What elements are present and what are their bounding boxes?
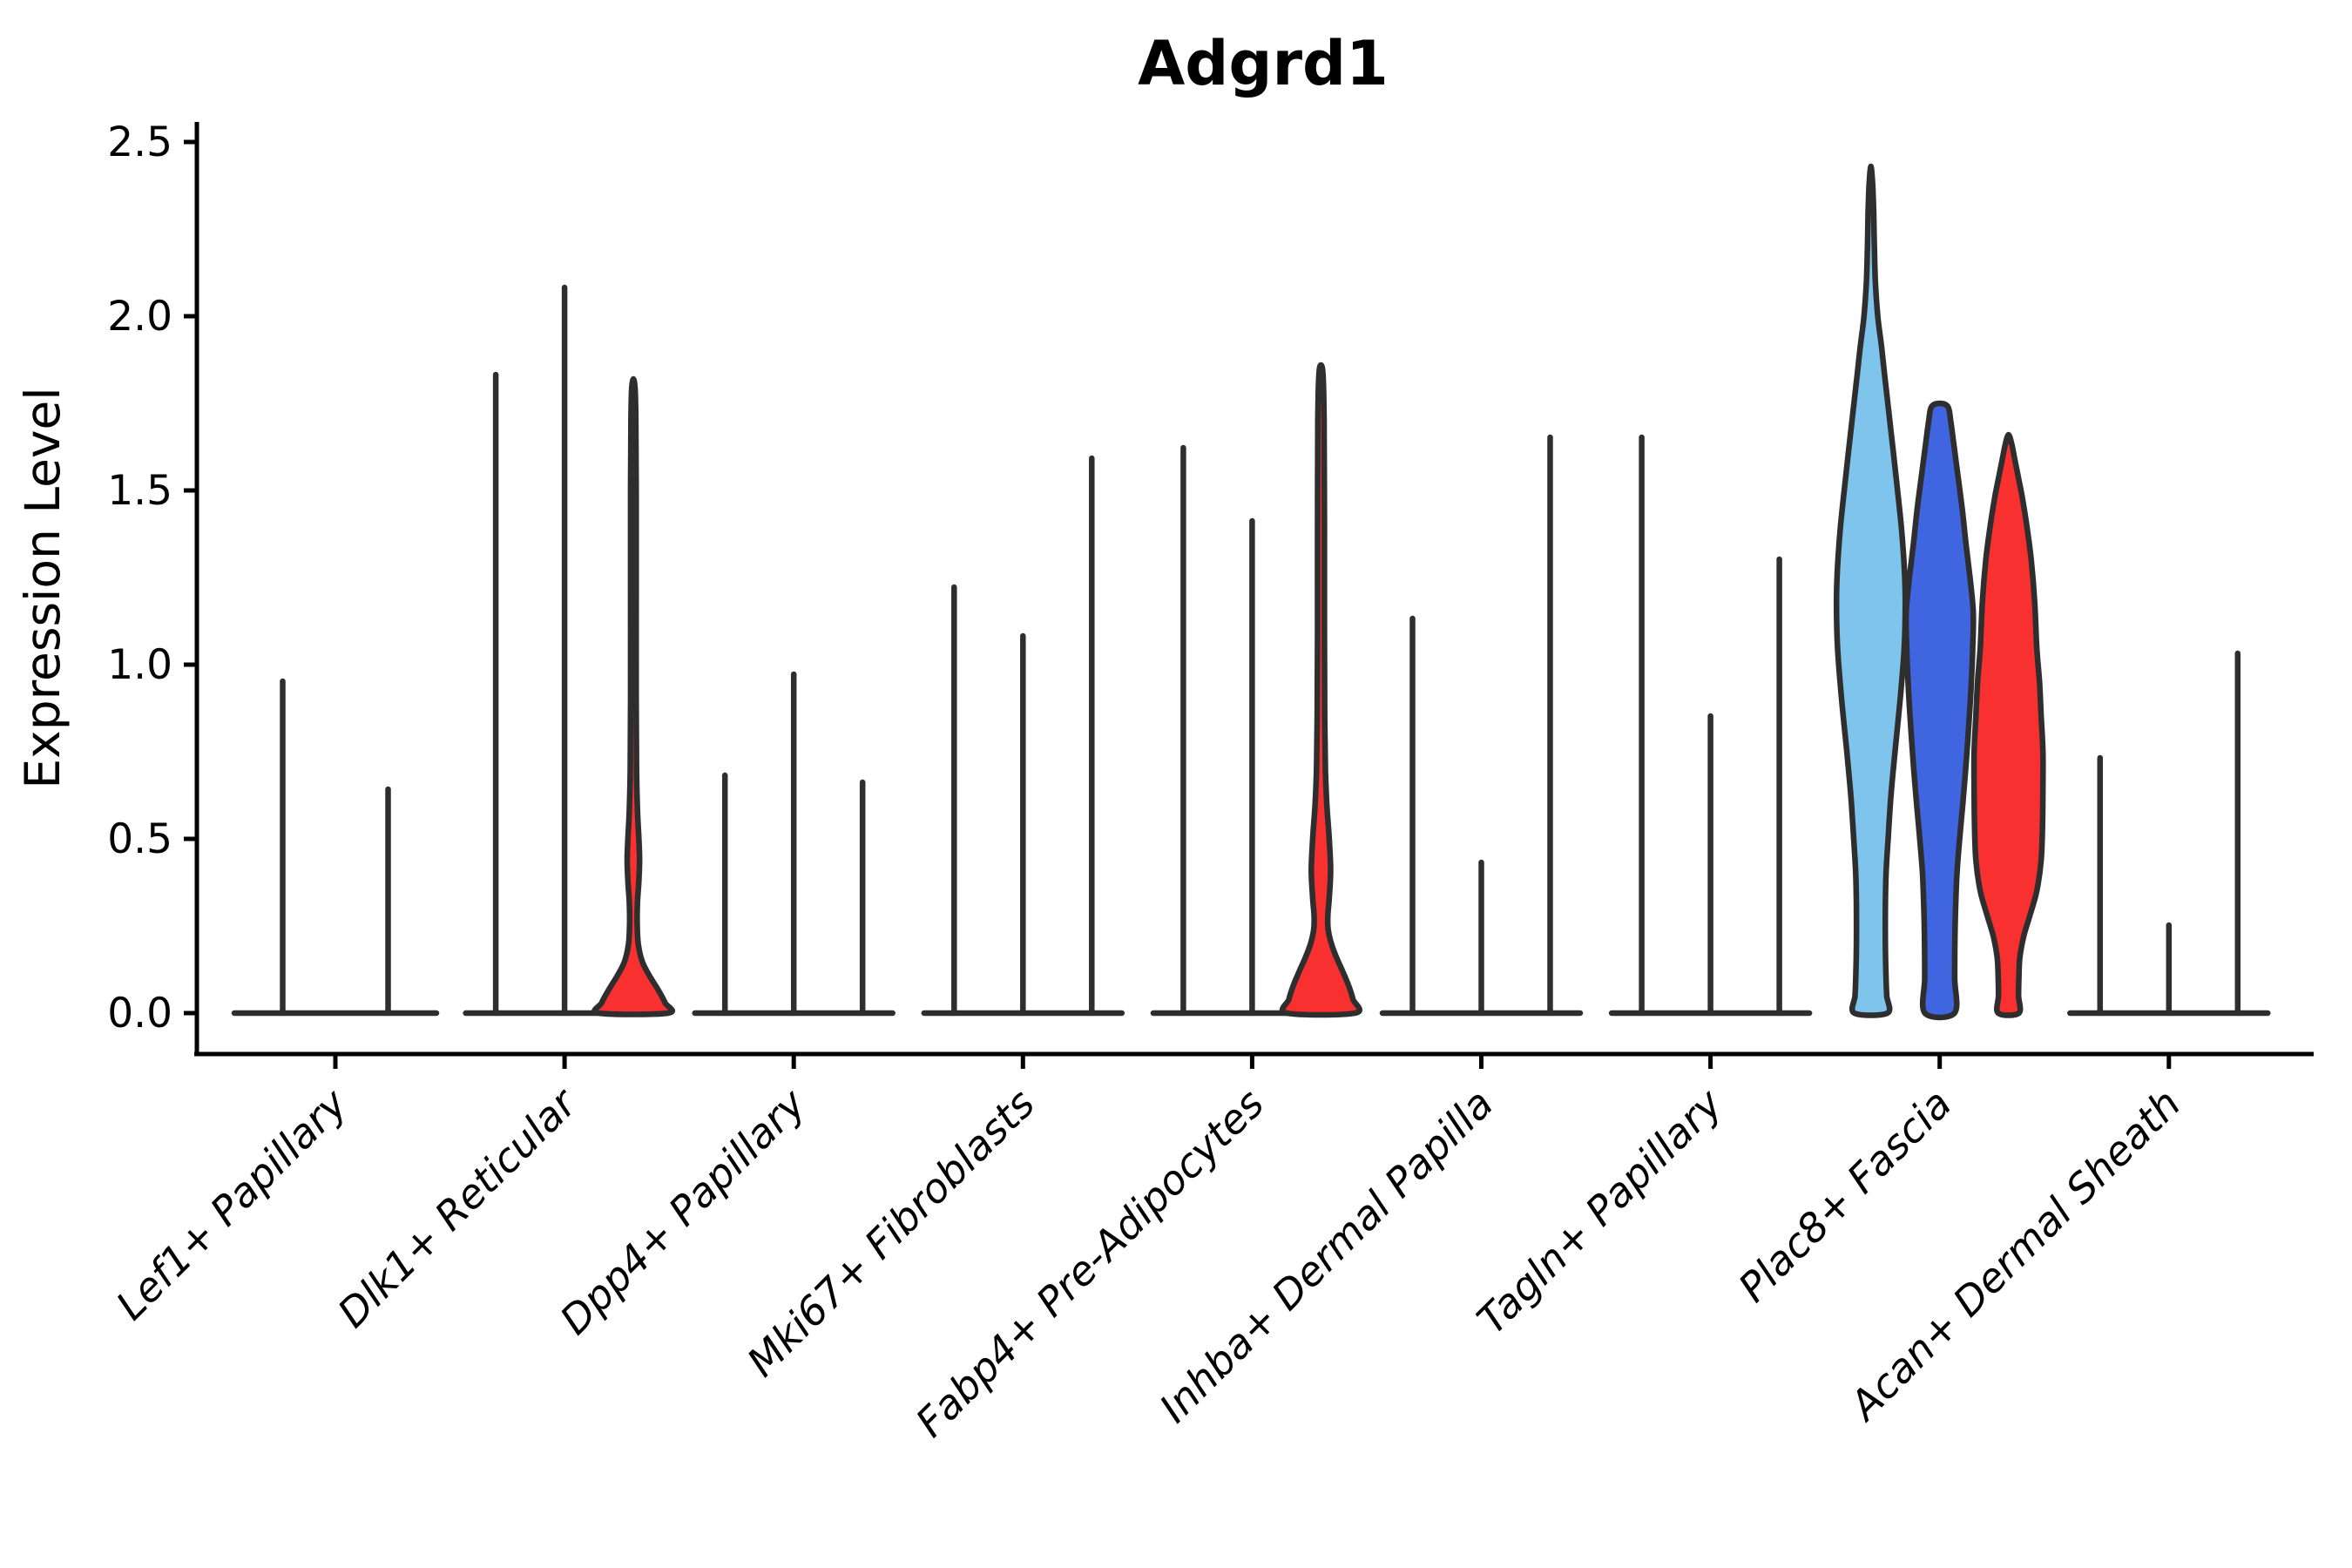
chart-title: Adgrd1 <box>1138 28 1389 99</box>
y-tick-label-0.5: 0.5 <box>107 815 172 863</box>
y-tick-label-1.5: 1.5 <box>107 467 172 515</box>
x-label-lef1-papillary: Lef1+ Papillary <box>107 1079 356 1328</box>
x-label-tagln-papillary: Tagln+ Papillary <box>1468 1079 1732 1343</box>
violin-dlk1-reticular-3 <box>591 375 675 1017</box>
violin-plac8-fascia-1 <box>1833 163 1909 1018</box>
y-tick-label-2.0: 2.0 <box>107 293 172 341</box>
x-label-dpp4-papillary: Dpp4+ Papillary <box>551 1079 814 1343</box>
violin-plac8-fascia-3 <box>1970 431 2046 1018</box>
violin-plac8-fascia-2 <box>1903 400 1977 1021</box>
x-label-plac8-fascia: Plac8+ Fascia <box>1729 1080 1960 1311</box>
violin-fabp4-pre-adipocytes-3 <box>1279 362 1362 1018</box>
x-label-dlk1-reticular: Dlk1+ Reticular <box>328 1078 587 1336</box>
y-tick-label-2.5: 2.5 <box>107 118 172 166</box>
y-axis-title: Expression Level <box>15 387 71 788</box>
y-tick-label-0.0: 0.0 <box>107 990 172 1037</box>
y-tick-label-1.0: 1.0 <box>107 641 172 689</box>
violin-layer <box>231 163 2271 1021</box>
